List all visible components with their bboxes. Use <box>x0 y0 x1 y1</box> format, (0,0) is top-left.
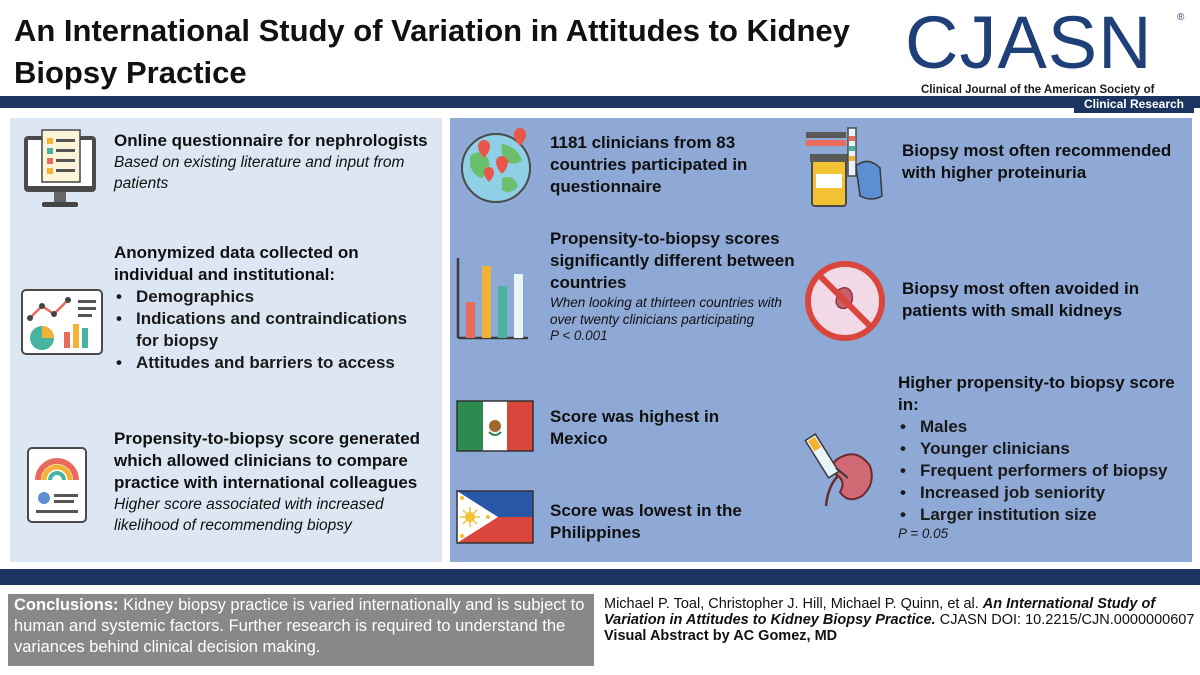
proteinuria-title: Biopsy most often recommended with highe… <box>902 141 1172 182</box>
data-collection-block: Anonymized data collected on individual … <box>114 242 434 374</box>
list-item: Increased job seniority <box>898 482 1188 504</box>
questionnaire-block: Online questionnaire for nephrologists B… <box>114 130 434 194</box>
logo-wordmark: CJASN <box>905 1 1153 84</box>
citation-authors: Michael P. Toal, Christopher J. Hill, Mi… <box>604 596 983 612</box>
lowest-score-title: Score was lowest in the Philippines <box>550 501 742 542</box>
philippines-flag-icon <box>456 490 534 544</box>
list-item: Attitudes and barriers to access <box>114 352 434 374</box>
citation-doi: CJASN DOI: 10.2215/CJN.0000000607 <box>935 612 1195 628</box>
lowest-score-block: Score was lowest in the Philippines <box>550 500 780 544</box>
analytics-charts-icon <box>21 289 103 355</box>
no-small-kidney-icon <box>805 261 885 341</box>
questionnaire-monitor-icon <box>24 129 96 207</box>
higher-propensity-title: Higher propensity-to biopsy score in: <box>898 373 1175 414</box>
list-item: Frequent performers of biopsy <box>898 460 1188 482</box>
country-difference-title: Propensity-to-biopsy scores significantl… <box>550 229 795 292</box>
small-kidneys-block: Biopsy most often avoided in patients wi… <box>902 278 1182 322</box>
score-title: Propensity-to-biopsy score generated whi… <box>114 429 421 492</box>
urine-test-icon <box>806 127 883 207</box>
score-block: Propensity-to-biopsy score generated whi… <box>114 428 440 536</box>
globe-pins-icon <box>461 128 531 203</box>
header-divider-bar <box>0 96 1200 108</box>
proteinuria-block: Biopsy most often recommended with highe… <box>902 140 1182 184</box>
citation: Michael P. Toal, Christopher J. Hill, Mi… <box>604 596 1196 644</box>
questionnaire-title: Online questionnaire for nephrologists <box>114 131 428 150</box>
conclusions-label: Conclusions: <box>14 596 119 614</box>
bar-chart-icon <box>456 258 528 340</box>
footer-divider-bar <box>0 569 1200 585</box>
list-item: Larger institution size <box>898 504 1188 526</box>
participants-block: 1181 clinicians from 83 countries partic… <box>550 132 780 198</box>
left-panel: Online questionnaire for nephrologists B… <box>10 118 442 562</box>
higher-propensity-pvalue: P = 0.05 <box>898 526 949 541</box>
mexico-flag-icon <box>456 400 534 452</box>
highest-score-title: Score was highest in Mexico <box>550 407 720 448</box>
higher-propensity-block: Higher propensity-to biopsy score in: Ma… <box>898 372 1188 542</box>
conclusions-text: Kidney biopsy practice is varied interna… <box>14 596 585 656</box>
abstract-title: An International Study of Variation in A… <box>14 13 850 90</box>
logo-registered-mark: ® <box>1177 12 1185 23</box>
list-item: Indications and contraindications for bi… <box>114 308 434 352</box>
visual-abstract-credit: Visual Abstract by AC Gomez, MD <box>604 628 838 644</box>
country-difference-block: Propensity-to-biopsy scores significantl… <box>550 228 800 344</box>
highest-score-block: Score was highest in Mexico <box>550 406 780 450</box>
score-subtitle: Higher score associated with increased l… <box>114 496 384 534</box>
small-kidneys-title: Biopsy most often avoided in patients wi… <box>902 279 1140 320</box>
conclusions-box: Conclusions: Kidney biopsy practice is v… <box>8 594 594 666</box>
list-item: Younger clinicians <box>898 438 1188 460</box>
country-difference-pvalue: P < 0.001 <box>550 328 608 343</box>
country-difference-note: When looking at thirteen countries with … <box>550 295 782 327</box>
participants-title: 1181 clinicians from 83 countries partic… <box>550 133 748 196</box>
kidney-biopsy-needle-icon <box>804 433 873 507</box>
data-collection-title: Anonymized data collected on individual … <box>114 243 359 284</box>
score-report-icon <box>27 447 87 523</box>
right-panel: 1181 clinicians from 83 countries partic… <box>450 118 1192 562</box>
list-item: Demographics <box>114 286 434 308</box>
category-badge: Clinical Research <box>1073 96 1194 113</box>
higher-propensity-list: Males Younger clinicians Frequent perfor… <box>898 416 1188 526</box>
cjasn-logo: CJASN ® Clinical Journal of the American… <box>905 1 1195 109</box>
data-collection-list: Demographics Indications and contraindic… <box>114 286 434 374</box>
questionnaire-subtitle: Based on existing literature and input f… <box>114 154 405 192</box>
list-item: Males <box>898 416 1188 438</box>
citation-paper-title: An International Study of Variation in A… <box>604 596 1156 628</box>
